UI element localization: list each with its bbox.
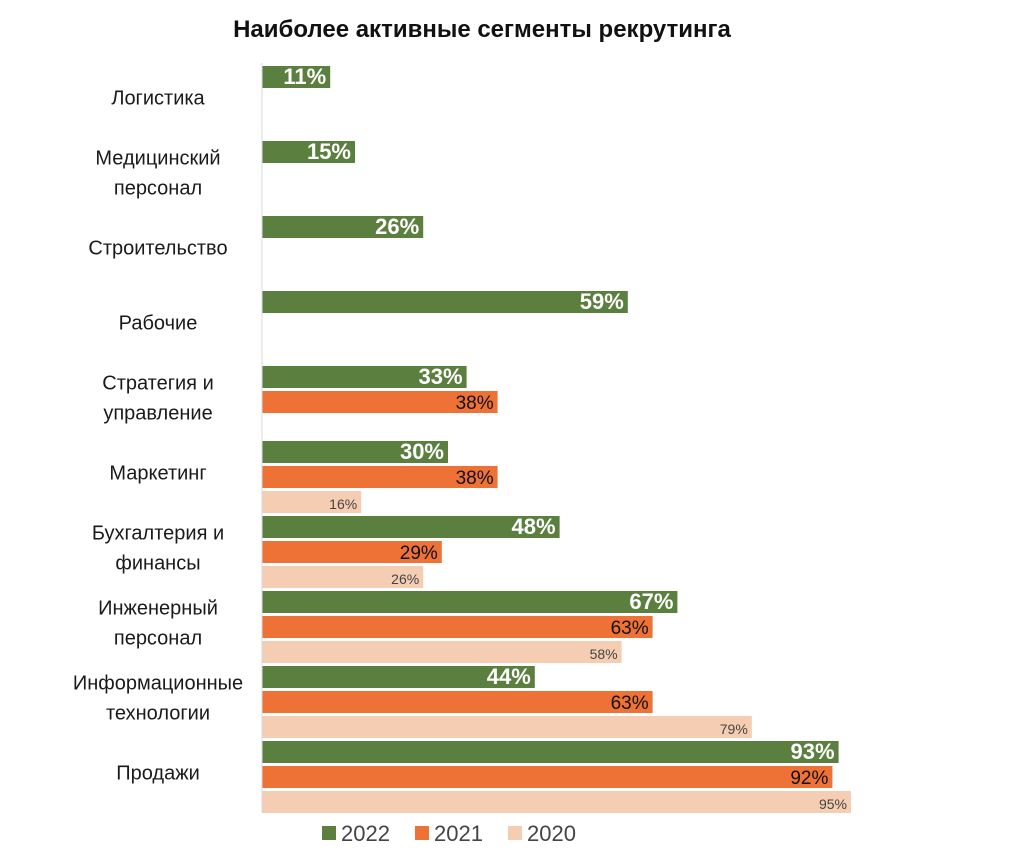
bar-2022: [262, 66, 331, 88]
category-label: Маркетинг: [109, 463, 206, 485]
bar-2022: [262, 741, 839, 763]
data-label-2021: 38%: [456, 468, 494, 489]
category-label: технологии: [106, 703, 210, 725]
bar-2021: [262, 466, 498, 488]
category-label: Стратегия и: [102, 373, 214, 395]
data-label-2020: 16%: [329, 496, 357, 512]
legend-label-2021: 2021: [434, 821, 483, 846]
data-label-2020: 79%: [720, 721, 748, 737]
legend: 2022 2021 2020: [322, 821, 576, 846]
data-label-2021: 63%: [611, 693, 649, 714]
data-label-2022: 48%: [512, 514, 556, 539]
data-label-2022: 44%: [487, 664, 531, 689]
chart-title: Наиболее активные сегменты рекрутинга: [233, 16, 731, 43]
data-label-2022: 33%: [419, 364, 463, 389]
data-label-2022: 26%: [375, 214, 419, 239]
data-label-2022: 15%: [307, 139, 351, 164]
bar-2022: [262, 441, 448, 463]
category-label: управление: [103, 403, 212, 425]
bar-2022: [262, 666, 535, 688]
data-label-2022: 11%: [283, 64, 326, 89]
data-label-2022: 59%: [580, 289, 624, 314]
data-label-2020: 58%: [590, 646, 618, 662]
data-label-2021: 63%: [611, 618, 649, 639]
legend-swatch-2021: [415, 826, 429, 840]
category-label: Продажи: [116, 763, 200, 785]
data-label-2020: 26%: [391, 571, 419, 587]
data-label-2021: 29%: [400, 543, 438, 564]
bar-2021: [262, 766, 833, 788]
bar-2020: [262, 491, 362, 513]
bar-2021: [262, 541, 442, 563]
category-label: персонал: [114, 628, 202, 650]
bar-2021: [262, 391, 498, 413]
bar-2022: [262, 141, 355, 163]
bar-2022: [262, 516, 560, 538]
legend-label-2020: 2020: [527, 821, 576, 846]
bars: 11% 15% 26% 59% 33% 38% 30% 38% 16% 48% 29% 26% 67% 6…: [262, 64, 851, 813]
category-label: Бухгалтерия и: [92, 523, 224, 545]
bar-2020: [262, 791, 851, 813]
bar-2022: [262, 591, 678, 613]
legend-swatch-2022: [322, 826, 336, 840]
data-label-2020: 95%: [819, 796, 847, 812]
category-label: Строительство: [88, 238, 227, 260]
category-labels: Логистика Медицинский персонал Строительств…: [73, 88, 243, 785]
legend-label-2022: 2022: [341, 821, 390, 846]
category-label: финансы: [115, 553, 200, 575]
data-label-2022: 93%: [791, 739, 835, 764]
bar-2022: [262, 291, 628, 313]
data-label-2022: 67%: [629, 589, 673, 614]
category-label: Информационные: [73, 673, 243, 695]
bar-2020: [262, 641, 622, 663]
bar-2021: [262, 691, 653, 713]
bar-2022: [262, 216, 424, 238]
bar-2022: [262, 366, 467, 388]
data-label-2022: 30%: [400, 439, 444, 464]
bar-2020: [262, 716, 752, 738]
category-label: Инженерный: [98, 598, 218, 620]
data-label-2021: 38%: [456, 393, 494, 414]
category-label: Рабочие: [119, 313, 198, 335]
category-label: Медицинский: [95, 148, 220, 170]
bar-2021: [262, 616, 653, 638]
data-label-2021: 92%: [790, 768, 828, 789]
legend-swatch-2020: [508, 826, 522, 840]
category-label: персонал: [114, 178, 202, 200]
bar-2020: [262, 566, 424, 588]
category-label: Логистика: [111, 88, 205, 110]
